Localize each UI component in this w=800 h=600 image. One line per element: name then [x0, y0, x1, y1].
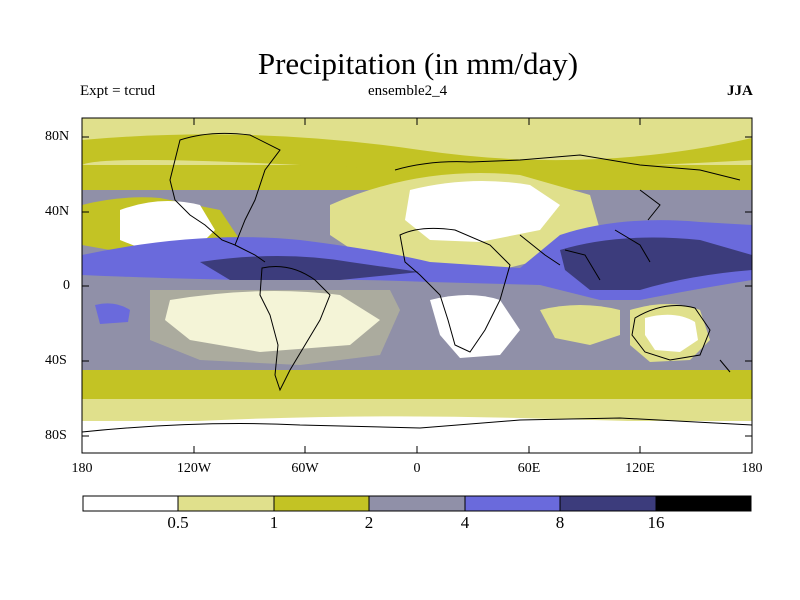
lat-label: 80N [45, 129, 70, 144]
colorbar-label: 8 [555, 513, 565, 532]
colorbar-box-7 [655, 495, 752, 512]
colorbar-box-1 [82, 495, 179, 512]
experiment-label: Expt = tcrud [80, 83, 156, 99]
colorbar [82, 495, 752, 512]
map-title: Precipitation (in mm/day) [257, 46, 579, 81]
season-label: JJA [727, 83, 753, 99]
colorbar-label: 1 [269, 513, 279, 532]
axis-ticks [81, 118, 753, 453]
lat-label: 0 [63, 278, 70, 293]
lon-label: 120E [625, 461, 655, 476]
lat-label: 80S [45, 428, 67, 443]
colorbar-box-6 [559, 495, 657, 512]
colorbar-box-4 [368, 495, 466, 512]
colorbar-label: 0.5 [167, 513, 189, 532]
ensemble-label: ensemble2_4 [368, 83, 448, 99]
colorbar-box-2 [177, 495, 275, 512]
lon-label: 0 [413, 461, 421, 476]
lon-label: 180 [741, 461, 763, 476]
precipitation-field [82, 118, 752, 453]
colorbar-box-3 [273, 495, 370, 512]
lon-label: 120W [176, 461, 212, 476]
coastlines [81, 132, 753, 433]
colorbar-box-5 [464, 495, 561, 512]
colorbar-label: 16 [647, 513, 665, 532]
lat-label: 40S [45, 353, 67, 368]
lat-label: 40N [45, 204, 70, 219]
colorbar-label: 4 [460, 513, 470, 532]
lon-label: 180 [71, 461, 93, 476]
lon-label: 60E [517, 461, 541, 476]
lon-label: 60W [291, 461, 319, 476]
colorbar-label: 2 [364, 513, 374, 532]
